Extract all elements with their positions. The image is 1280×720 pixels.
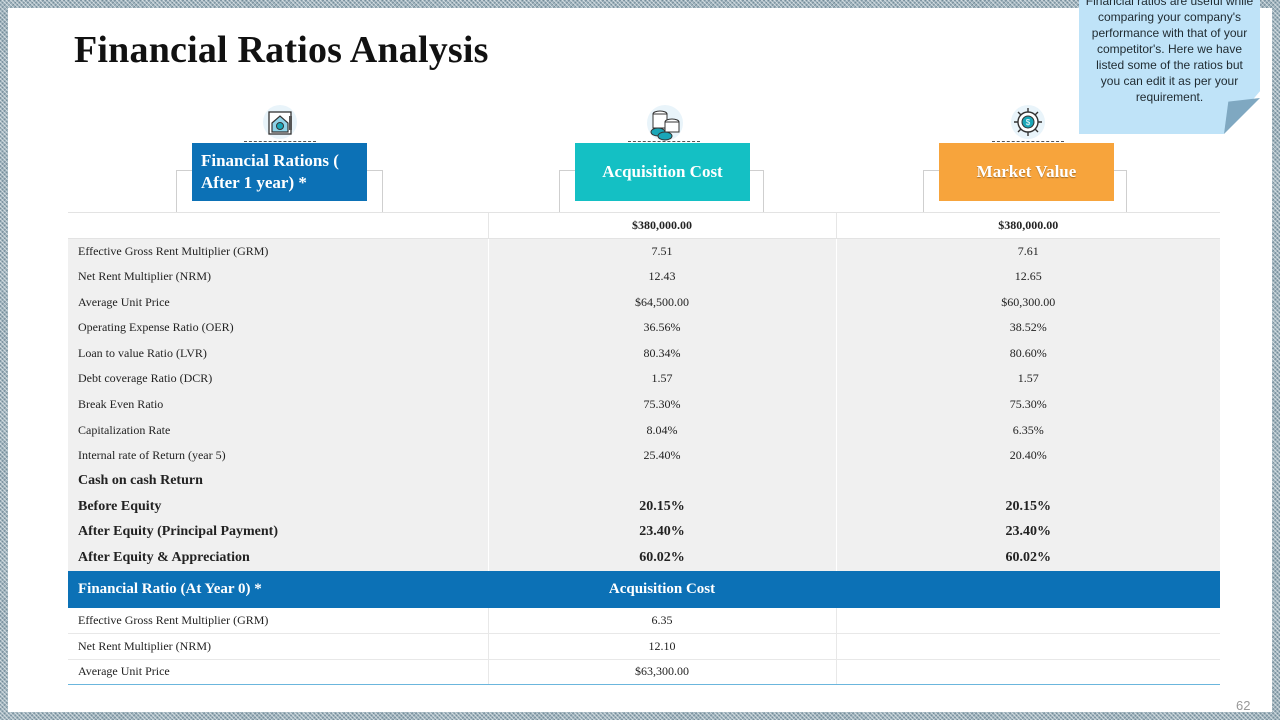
icon-group-3: $	[992, 104, 1064, 148]
icon-underline	[992, 141, 1064, 142]
row-label: Loan to value Ratio (LVR)	[68, 340, 488, 367]
year0-header-row: Financial Ratio (At Year 0) * Acquisitio…	[68, 570, 1220, 608]
table-row: Effective Gross Rent Multiplier (GRM) 6.…	[68, 607, 1220, 634]
market-value: 1.57	[835, 366, 1220, 392]
table-row: Break Even Ratio 75.30% 75.30%	[68, 391, 1220, 418]
row-label: Average Unit Price	[68, 289, 488, 315]
table-cell	[836, 570, 1220, 608]
market-value: 80.60%	[835, 340, 1220, 367]
table-row: Capitalization Rate 8.04% 6.35%	[68, 417, 1220, 443]
table-cell	[835, 633, 1220, 660]
row-label: Capitalization Rate	[68, 417, 488, 443]
acquisition-value: 20.15%	[487, 494, 836, 520]
header-financial-rations: Financial Rations ( After 1 year) *	[192, 143, 367, 201]
market-value: 20.40%	[835, 442, 1220, 469]
row-label: Effective Gross Rent Multiplier (GRM)	[68, 607, 488, 634]
row-label: Net Rent Multiplier (NRM)	[68, 633, 488, 660]
table-row: Average Unit Price $63,300.00	[68, 659, 1220, 686]
market-value: 7.61	[835, 238, 1220, 264]
page-title: Financial Ratios Analysis	[74, 29, 489, 71]
table-row-section-title: Cash on cash Return	[68, 468, 1220, 495]
table-cell	[487, 468, 836, 495]
market-value: 60.02%	[835, 545, 1220, 571]
ratios-table: $380,000.00 $380,000.00 Effective Gross …	[68, 212, 1220, 686]
coins-icon	[647, 105, 683, 141]
acquisition-value: 6.35	[487, 607, 836, 634]
table-cell: $380,000.00	[487, 212, 836, 239]
note-fold	[1224, 98, 1260, 134]
market-value: 75.30%	[835, 391, 1220, 418]
acquisition-value: 60.02%	[487, 545, 836, 571]
table-row-totals: $380,000.00 $380,000.00	[68, 212, 1220, 239]
table-row: Debt coverage Ratio (DCR) 1.57 1.57	[68, 366, 1220, 392]
header-acquisition-cost: Acquisition Cost	[575, 143, 750, 201]
note-callout: Financial ratios are useful while compar…	[1079, 0, 1260, 134]
acquisition-value: 75.30%	[487, 391, 836, 418]
table-row: Operating Expense Ratio (OER) 36.56% 38.…	[68, 314, 1220, 341]
acquisition-value: 1.57	[487, 366, 836, 392]
acquisition-value: 36.56%	[487, 314, 836, 341]
table-cell: $380,000.00	[835, 212, 1220, 239]
table-row: After Equity (Principal Payment) 23.40% …	[68, 519, 1220, 546]
section-label: Cash on cash Return	[68, 468, 488, 495]
year0-header-acquisition: Acquisition Cost	[488, 570, 836, 608]
year0-header-label: Financial Ratio (At Year 0) *	[68, 570, 488, 608]
house-document-icon	[263, 105, 297, 139]
acquisition-value: $64,500.00	[487, 289, 836, 315]
market-value: 20.15%	[835, 494, 1220, 520]
table-cell	[835, 659, 1220, 686]
acquisition-value: 23.40%	[487, 519, 836, 546]
row-label: Before Equity	[68, 494, 488, 520]
row-label: Internal rate of Return (year 5)	[68, 442, 488, 469]
market-value: 38.52%	[835, 314, 1220, 341]
icon-group-1	[244, 104, 316, 148]
market-value: 12.65	[835, 263, 1220, 290]
slide: Financial Ratios Analysis Financial rati…	[8, 0, 1272, 713]
row-label: Average Unit Price	[68, 659, 488, 686]
icon-underline	[628, 141, 700, 142]
row-label: Debt coverage Ratio (DCR)	[68, 366, 488, 392]
row-label: Break Even Ratio	[68, 391, 488, 418]
table-cell	[835, 468, 1220, 495]
row-label: After Equity & Appreciation	[68, 545, 488, 571]
page-number: 62	[1236, 698, 1251, 713]
icon-group-2	[628, 104, 700, 148]
market-value: $60,300.00	[835, 289, 1220, 315]
table-row: Loan to value Ratio (LVR) 80.34% 80.60%	[68, 340, 1220, 367]
acquisition-value: 12.43	[487, 263, 836, 290]
table-row: Net Rent Multiplier (NRM) 12.10	[68, 633, 1220, 660]
icon-underline	[244, 141, 316, 142]
table-row: After Equity & Appreciation 60.02% 60.02…	[68, 545, 1220, 571]
table-cell	[835, 607, 1220, 634]
row-label: Effective Gross Rent Multiplier (GRM)	[68, 238, 488, 264]
row-label: Net Rent Multiplier (NRM)	[68, 263, 488, 290]
acquisition-value: 80.34%	[487, 340, 836, 367]
acquisition-value: 8.04%	[487, 417, 836, 443]
row-label: After Equity (Principal Payment)	[68, 519, 488, 546]
table-cell	[68, 212, 488, 239]
table-row: Internal rate of Return (year 5) 25.40% …	[68, 442, 1220, 469]
acquisition-value: 12.10	[487, 633, 836, 660]
acquisition-value: 7.51	[487, 238, 836, 264]
acquisition-value: 25.40%	[487, 442, 836, 469]
market-value: 23.40%	[835, 519, 1220, 546]
acquisition-value: $63,300.00	[487, 659, 836, 686]
table-row: Net Rent Multiplier (NRM) 12.43 12.65	[68, 263, 1220, 290]
market-value: 6.35%	[835, 417, 1220, 443]
table-row: Effective Gross Rent Multiplier (GRM) 7.…	[68, 238, 1220, 264]
gear-dollar-icon: $	[1011, 105, 1045, 139]
header-market-value: Market Value	[939, 143, 1114, 201]
note-text: Financial ratios are useful while compar…	[1085, 0, 1254, 104]
table-row: Average Unit Price $64,500.00 $60,300.00	[68, 289, 1220, 315]
svg-text:$: $	[1026, 118, 1031, 127]
row-label: Operating Expense Ratio (OER)	[68, 314, 488, 341]
table-row: Before Equity 20.15% 20.15%	[68, 494, 1220, 520]
